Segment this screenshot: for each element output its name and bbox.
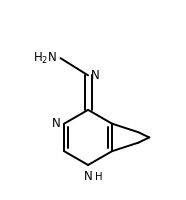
Text: H: H — [95, 172, 102, 182]
Text: H$_2$N: H$_2$N — [33, 51, 57, 66]
Text: N: N — [84, 170, 92, 183]
Text: N: N — [52, 117, 60, 130]
Text: N: N — [91, 69, 100, 82]
